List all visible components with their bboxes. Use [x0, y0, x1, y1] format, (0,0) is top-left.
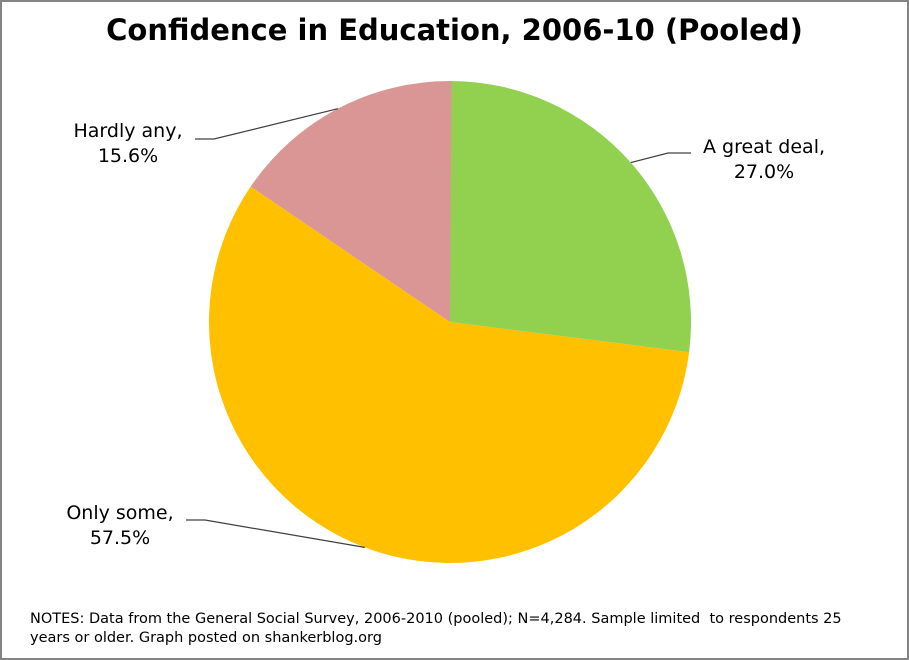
leader-line-a-great-deal — [630, 152, 691, 164]
slice-label-line: 27.0% — [733, 161, 795, 183]
slice-label-line: 57.5% — [89, 527, 151, 549]
pie-slice-hardly-any — [250, 80, 452, 322]
slice-label-line: Hardly any, — [73, 120, 183, 142]
slice-label-line: Only some, — [66, 502, 174, 524]
leader-line-hardly-any — [195, 108, 339, 140]
chart-notes: NOTES: Data from the General Social Surv… — [30, 610, 842, 648]
pie-slice-a-great-deal — [450, 81, 692, 353]
slice-label-line: 15.6% — [97, 145, 159, 167]
chart-title: Confidence in Education, 2006-10 (Pooled… — [106, 13, 803, 47]
slice-label-hardly-any: Hardly any, 15.6% — [74, 119, 183, 169]
slice-label-line: A great deal, — [702, 136, 826, 158]
notes-line-1: NOTES: Data from the General Social Surv… — [30, 611, 842, 627]
leader-line-only-some — [186, 519, 365, 549]
notes-line-2: years or older. Graph posted on shankerb… — [30, 630, 382, 646]
pie-slice-only-some — [209, 186, 690, 563]
slice-label-only-some: Only some, 57.5% — [66, 501, 173, 551]
slice-label-a-great-deal: A great deal, 27.0% — [703, 135, 825, 185]
